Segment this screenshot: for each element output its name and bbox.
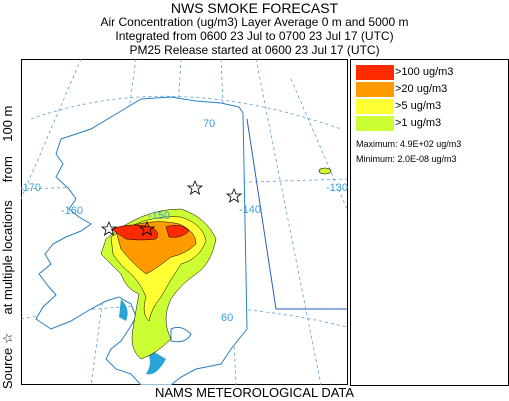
- meteorological-data-label: NAMS METEOROLOGICAL DATA: [154, 385, 355, 400]
- source-label: Source ☆ at multiple locations from 100 …: [0, 0, 20, 389]
- star-icon: [100, 220, 118, 236]
- legend-swatch-5: [356, 99, 394, 114]
- lon-label-160: -160: [61, 205, 83, 217]
- lat-label-70: 70: [203, 118, 215, 130]
- from-text: from: [0, 156, 15, 183]
- lon-label-130: -130: [326, 182, 348, 194]
- lon-label-150: -150: [148, 210, 170, 222]
- plume-level-4: [110, 224, 158, 241]
- legend: >100 ug/m3 >20 ug/m3 >5 ug/m3 >1 ug/m3 M…: [350, 59, 509, 386]
- source-star-icon: ☆: [0, 332, 15, 345]
- location-text: at multiple locations: [0, 200, 15, 315]
- lon-label-140: -140: [239, 204, 261, 216]
- legend-swatch-1: [356, 116, 394, 131]
- legend-label-1: >1 ug/m3: [395, 117, 442, 129]
- release-height: 100 m: [0, 105, 15, 142]
- lake-water: [119, 299, 128, 321]
- chart-title: NWS SMOKE FORECAST: [170, 0, 339, 16]
- island: [170, 326, 192, 343]
- star-icon: [225, 187, 243, 203]
- meridian-line: [21, 59, 82, 200]
- legend-label-20: >20 ug/m3: [395, 83, 448, 95]
- lon-label-170: -170: [21, 182, 41, 194]
- lat-label-60: 60: [221, 312, 233, 324]
- maximum-value: Maximum: 4.9E+02 ug/m3: [356, 139, 462, 149]
- star-icon: [138, 220, 156, 236]
- source-word: Source: [0, 347, 15, 389]
- legend-label-100: >100 ug/m3: [395, 66, 454, 78]
- smoke-plume: [100, 208, 217, 360]
- legend-label-5: >5 ug/m3: [395, 100, 442, 112]
- star-icon: [186, 179, 204, 195]
- meridian-line: [255, 59, 322, 385]
- plume-level-4-b: [165, 224, 190, 238]
- island-plume: [318, 167, 332, 175]
- legend-swatch-20: [356, 82, 394, 97]
- concentration-description: Air Concentration (ug/m3) Layer Average …: [100, 15, 409, 29]
- source-markers: [100, 179, 243, 236]
- integration-period: Integrated from 0600 23 Jul to 0700 23 J…: [115, 29, 394, 43]
- border-line: [246, 118, 347, 310]
- legend-swatch-100: [356, 65, 394, 80]
- release-start: PM25 Release started at 0600 23 Jul 17 (…: [129, 43, 380, 57]
- minimum-value: Minimum: 2.0E-08 ug/m3: [356, 154, 457, 164]
- smoke-map: -170 -160 -150 -140 -130 70 60: [21, 59, 348, 385]
